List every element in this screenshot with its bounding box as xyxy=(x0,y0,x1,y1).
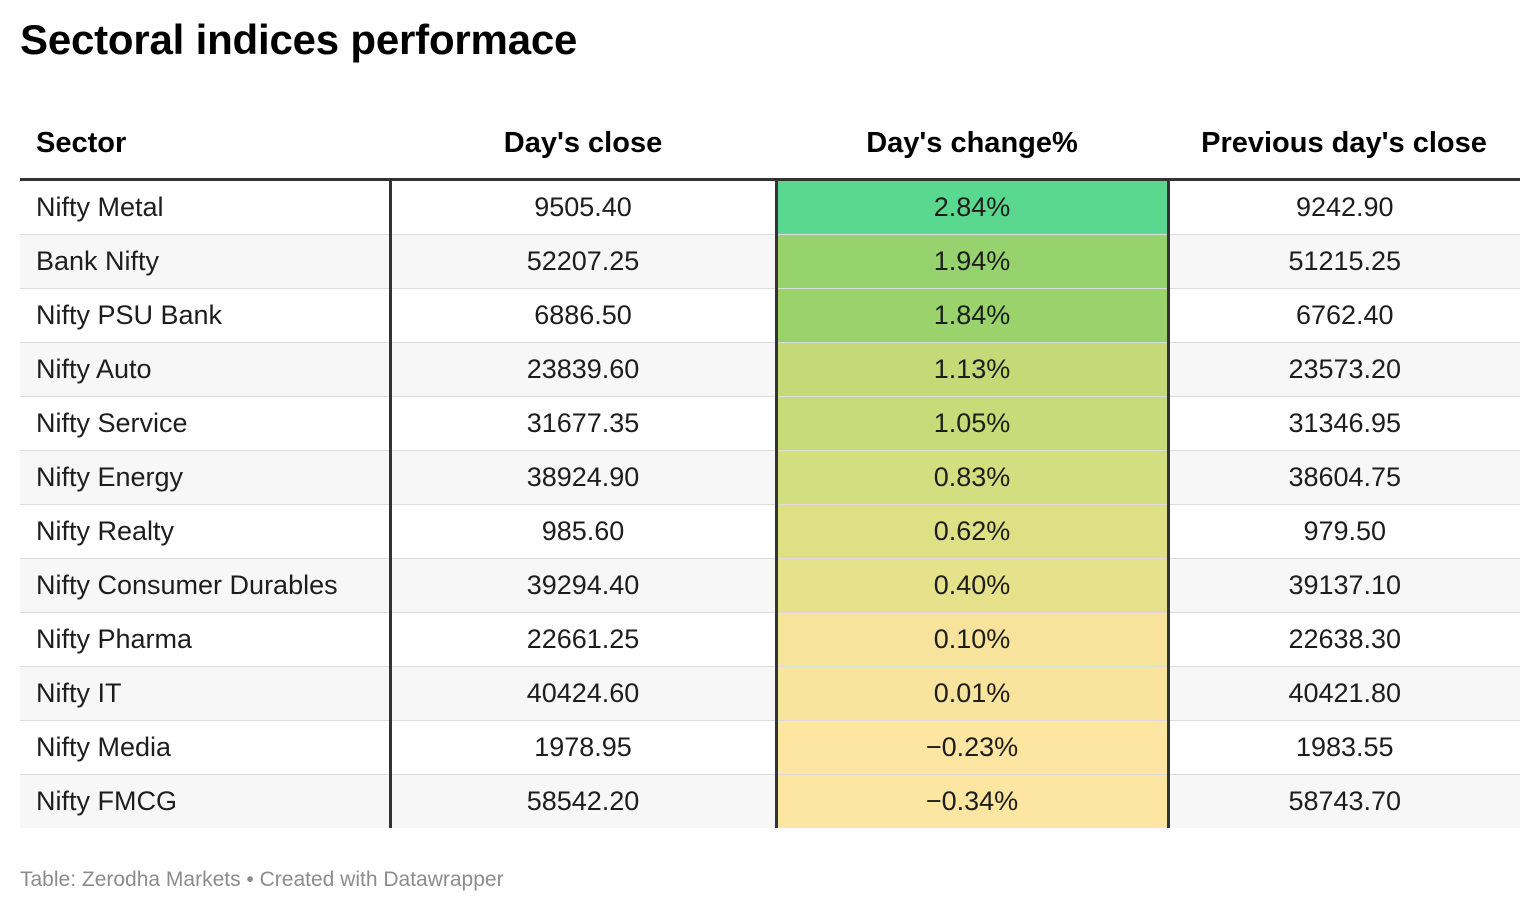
previous-close-cell: 31346.95 xyxy=(1168,396,1520,451)
days-close-cell: 39294.40 xyxy=(390,558,778,613)
days-change-cell: −0.23% xyxy=(776,720,1170,775)
days-change-cell: 0.10% xyxy=(776,612,1170,667)
table-row: Nifty Service 31677.35 1.05% 31346.95 xyxy=(20,396,1520,451)
table-row: Nifty FMCG 58542.20 −0.34% 58743.70 xyxy=(20,774,1520,828)
sector-cell: Nifty IT xyxy=(20,666,392,721)
days-close-cell: 31677.35 xyxy=(390,396,778,451)
column-header-previous-close[interactable]: Previous day's close xyxy=(1168,108,1520,181)
sector-cell: Nifty Pharma xyxy=(20,612,392,667)
sector-cell: Bank Nifty xyxy=(20,234,392,289)
column-header-days-change[interactable]: Day's change% xyxy=(776,108,1168,181)
days-close-cell: 22661.25 xyxy=(390,612,778,667)
sector-cell: Nifty Auto xyxy=(20,342,392,397)
source-footer: Table: Zerodha Markets • Created with Da… xyxy=(20,868,504,891)
table-row: Nifty Pharma 22661.25 0.10% 22638.30 xyxy=(20,612,1520,667)
table-row: Nifty Realty 985.60 0.62% 979.50 xyxy=(20,504,1520,559)
previous-close-cell: 22638.30 xyxy=(1168,612,1520,667)
sector-cell: Nifty Service xyxy=(20,396,392,451)
column-header-days-close[interactable]: Day's close xyxy=(390,108,776,181)
table-row: Bank Nifty 52207.25 1.94% 51215.25 xyxy=(20,234,1520,289)
days-close-cell: 1978.95 xyxy=(390,720,778,775)
sector-performance-table: Sector Day's close Day's change% Previou… xyxy=(20,108,1520,828)
days-change-cell: 1.05% xyxy=(776,396,1170,451)
days-change-cell: 1.84% xyxy=(776,288,1170,343)
sector-cell: Nifty PSU Bank xyxy=(20,288,392,343)
sector-cell: Nifty Realty xyxy=(20,504,392,559)
header-row: Sector Day's close Day's change% Previou… xyxy=(20,108,1520,181)
sector-cell: Nifty Consumer Durables xyxy=(20,558,392,613)
previous-close-cell: 58743.70 xyxy=(1168,774,1520,828)
days-close-cell: 58542.20 xyxy=(390,774,778,828)
days-change-cell: 0.62% xyxy=(776,504,1170,559)
sector-cell: Nifty Metal xyxy=(20,179,392,235)
table-row: Nifty Metal 9505.40 2.84% 9242.90 xyxy=(20,179,1520,235)
days-change-cell: 1.13% xyxy=(776,342,1170,397)
days-change-cell: −0.34% xyxy=(776,774,1170,828)
days-change-cell: 2.84% xyxy=(776,179,1170,235)
days-close-cell: 52207.25 xyxy=(390,234,778,289)
table-title: Sectoral indices performace xyxy=(20,16,578,63)
table-row: Nifty Consumer Durables 39294.40 0.40% 3913… xyxy=(20,558,1520,613)
table-row: Nifty Auto 23839.60 1.13% 23573.20 xyxy=(20,342,1520,397)
previous-close-cell: 40421.80 xyxy=(1168,666,1520,721)
days-close-cell: 9505.40 xyxy=(390,179,778,235)
column-header-sector[interactable]: Sector xyxy=(20,108,390,181)
days-change-cell: 1.94% xyxy=(776,234,1170,289)
sector-cell: Nifty Energy xyxy=(20,450,392,505)
previous-close-cell: 38604.75 xyxy=(1168,450,1520,505)
days-change-cell: 0.01% xyxy=(776,666,1170,721)
previous-close-cell: 23573.20 xyxy=(1168,342,1520,397)
previous-close-cell: 979.50 xyxy=(1168,504,1520,559)
table-row: Nifty Media 1978.95 −0.23% 1983.55 xyxy=(20,720,1520,775)
sector-cell: Nifty Media xyxy=(20,720,392,775)
table-body: Nifty Metal 9505.40 2.84% 9242.90 Bank Nifty… xyxy=(20,179,1520,828)
table-row: Nifty PSU Bank 6886.50 1.84% 6762.40 xyxy=(20,288,1520,343)
previous-close-cell: 39137.10 xyxy=(1168,558,1520,613)
sector-cell: Nifty FMCG xyxy=(20,774,392,828)
days-change-cell: 0.83% xyxy=(776,450,1170,505)
previous-close-cell: 1983.55 xyxy=(1168,720,1520,775)
days-close-cell: 985.60 xyxy=(390,504,778,559)
table-row: Nifty IT 40424.60 0.01% 40421.80 xyxy=(20,666,1520,721)
previous-close-cell: 51215.25 xyxy=(1168,234,1520,289)
days-change-cell: 0.40% xyxy=(776,558,1170,613)
days-close-cell: 23839.60 xyxy=(390,342,778,397)
previous-close-cell: 9242.90 xyxy=(1168,179,1520,235)
days-close-cell: 40424.60 xyxy=(390,666,778,721)
days-close-cell: 38924.90 xyxy=(390,450,778,505)
table-row: Nifty Energy 38924.90 0.83% 38604.75 xyxy=(20,450,1520,505)
previous-close-cell: 6762.40 xyxy=(1168,288,1520,343)
days-close-cell: 6886.50 xyxy=(390,288,778,343)
